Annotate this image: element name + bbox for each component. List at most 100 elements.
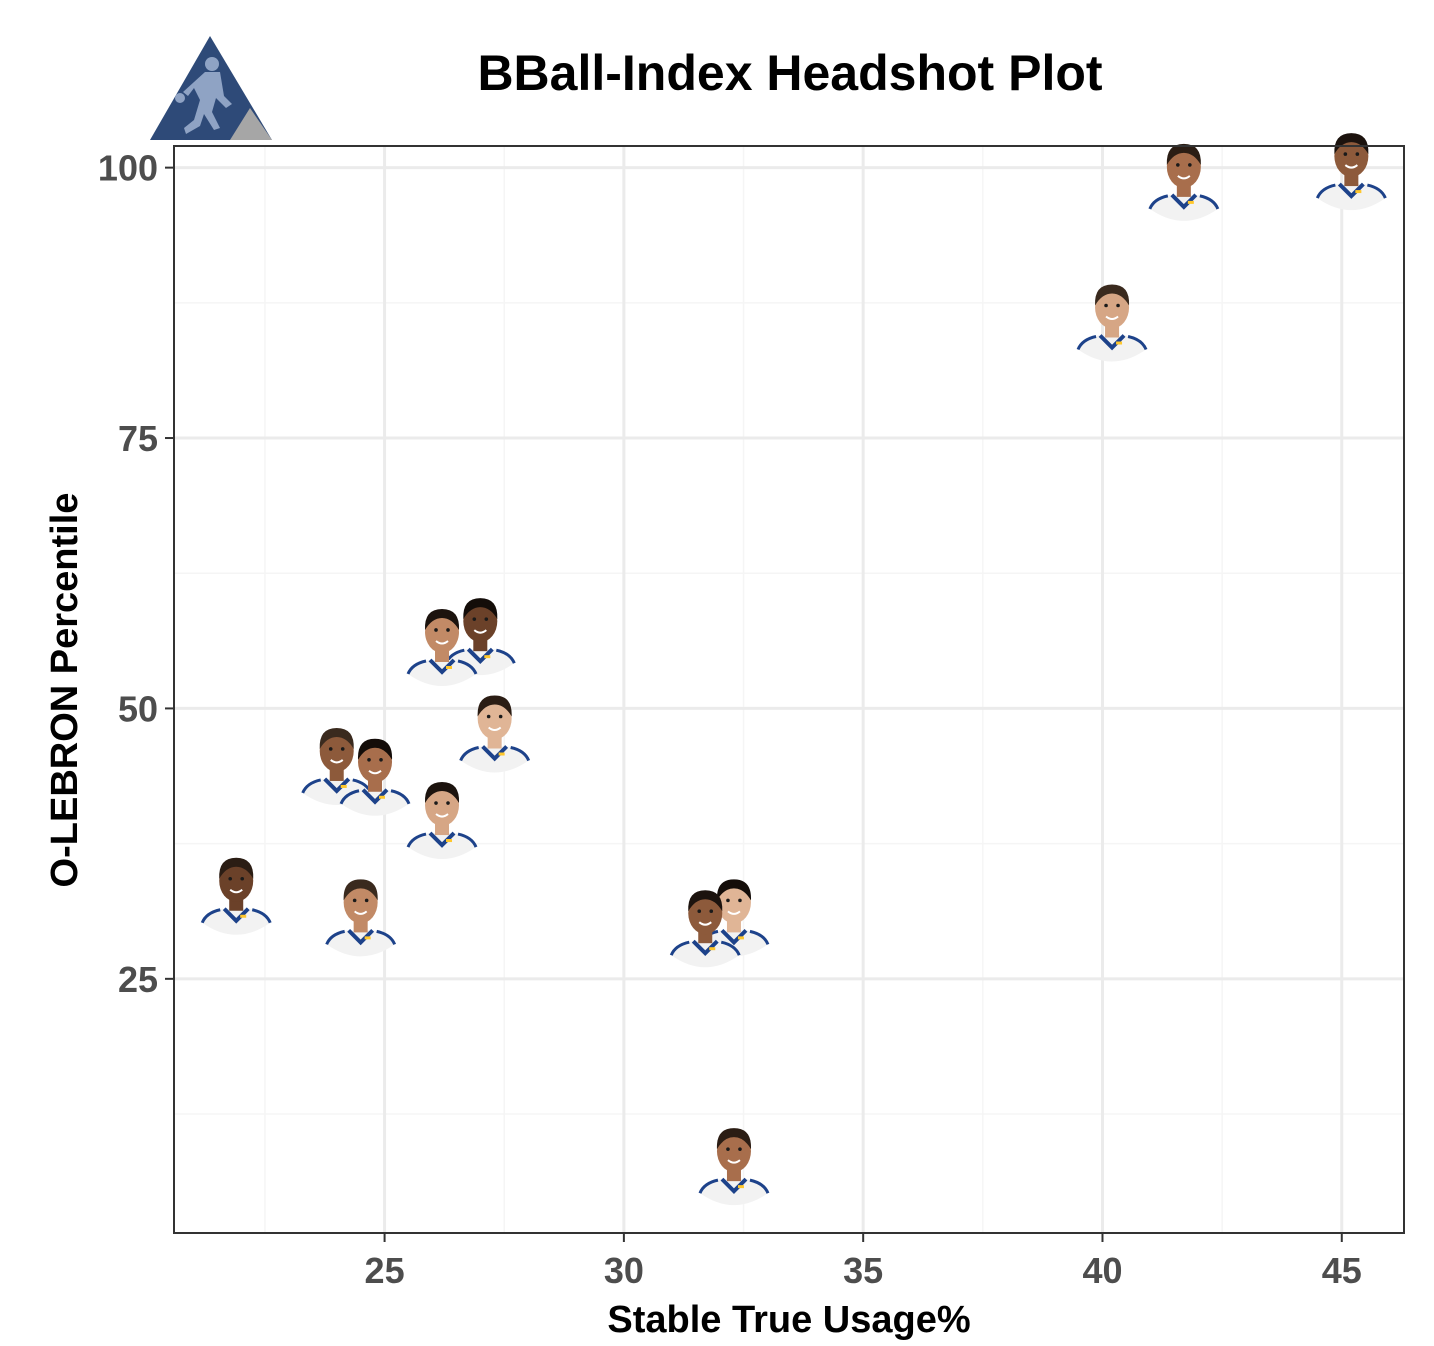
jersey-trim-right xyxy=(1199,194,1220,210)
player-smile xyxy=(1344,164,1358,169)
player-neck xyxy=(473,639,488,652)
bball-index-logo xyxy=(150,36,272,140)
player-neck xyxy=(368,779,383,792)
player-face xyxy=(463,600,498,643)
player-smile xyxy=(727,910,741,915)
jersey-patch xyxy=(240,914,247,918)
player-eye xyxy=(352,898,357,903)
jersey-collar xyxy=(1098,334,1126,351)
jersey-patch xyxy=(498,752,505,756)
player-hair xyxy=(1095,284,1130,306)
data-point-headshot xyxy=(200,857,272,935)
panel-border xyxy=(173,145,1405,1234)
jersey-trim-left xyxy=(459,746,480,762)
jersey-patch xyxy=(340,784,347,788)
jersey-patch xyxy=(1355,190,1362,194)
player-face xyxy=(716,1130,751,1173)
player-smile xyxy=(698,921,712,926)
data-point-headshot xyxy=(669,890,741,968)
player-eye xyxy=(1188,163,1192,167)
jersey-patch xyxy=(484,655,491,659)
player-hair xyxy=(688,890,723,912)
x-tick-label: 35 xyxy=(843,1250,883,1291)
player-smile xyxy=(330,759,344,764)
x-tick-label: 25 xyxy=(365,1250,405,1291)
jersey-collar xyxy=(1337,182,1365,199)
player-face xyxy=(343,881,378,924)
player-hair xyxy=(716,879,752,901)
chart-title: BBall-Index Headshot Plot xyxy=(477,45,1102,101)
jersey-trim-left xyxy=(200,908,221,924)
jersey-trim-right xyxy=(495,648,516,664)
y-tick-label: 25 xyxy=(118,959,158,1000)
jersey-trim-left xyxy=(1148,194,1169,210)
player-eye xyxy=(240,876,245,881)
jersey-patch xyxy=(1187,200,1194,204)
y-tick-label: 50 xyxy=(118,688,158,729)
player-neck xyxy=(1105,325,1120,338)
jersey-patch xyxy=(1116,341,1123,345)
player-smile xyxy=(488,726,502,732)
player-eye xyxy=(446,628,450,632)
player-neck xyxy=(1176,184,1191,197)
player-eye xyxy=(1104,303,1108,308)
player-eye xyxy=(1176,163,1180,167)
jersey-trim-right xyxy=(457,832,478,848)
player-hair xyxy=(343,879,378,901)
player-eye xyxy=(367,757,371,762)
data-point-headshot xyxy=(339,738,411,816)
player-eye xyxy=(484,617,489,621)
player-eye xyxy=(709,909,714,913)
player-hair xyxy=(463,598,498,620)
player-eye xyxy=(738,1147,742,1151)
player-eye xyxy=(726,1147,730,1151)
x-tick-label: 40 xyxy=(1082,1250,1122,1291)
player-face xyxy=(477,697,512,740)
player-smile xyxy=(1177,175,1191,180)
data-point-headshot xyxy=(325,879,397,957)
jersey-collar xyxy=(428,831,456,848)
jersey-trim-left xyxy=(669,940,690,956)
player-hair xyxy=(424,782,460,804)
jersey-collar xyxy=(466,647,494,664)
player-eye xyxy=(1355,152,1360,156)
player-neck xyxy=(229,898,244,911)
data-point-headshot xyxy=(1148,143,1220,221)
player-eye xyxy=(726,898,730,903)
player-eye xyxy=(738,898,742,903)
player-neck xyxy=(329,768,344,781)
player-smile xyxy=(368,769,382,775)
player-eye xyxy=(486,714,491,719)
player-face xyxy=(425,784,460,827)
jersey-trim-left xyxy=(301,778,322,794)
jersey-trim-right xyxy=(376,929,397,946)
player-eye xyxy=(364,898,369,903)
jersey-collar xyxy=(1170,193,1198,210)
player-neck xyxy=(353,920,368,933)
data-point-headshot xyxy=(406,782,478,860)
player-hair xyxy=(424,608,460,630)
jersey-collar xyxy=(481,745,509,762)
plot-area xyxy=(174,133,1404,1233)
jersey-trim-right xyxy=(720,940,741,956)
player-neck xyxy=(435,649,450,662)
jersey-trim-right xyxy=(1367,183,1387,199)
player-eye xyxy=(434,801,438,805)
player-face xyxy=(219,859,254,902)
player-eye xyxy=(328,747,333,751)
jersey-trim-left xyxy=(1076,335,1097,351)
player-face xyxy=(716,881,751,924)
x-tick-label: 30 xyxy=(604,1250,644,1291)
jersey-trim-left xyxy=(339,789,360,805)
y-axis-title: O-LEBRON Percentile xyxy=(44,493,86,888)
player-neck xyxy=(726,920,741,933)
player-smile xyxy=(354,910,368,915)
player-hair xyxy=(219,857,254,879)
jersey-patch xyxy=(737,936,744,940)
player-neck xyxy=(435,823,450,836)
player-smile xyxy=(435,813,449,818)
jersey-collar xyxy=(720,1177,748,1194)
jersey-trim-left xyxy=(325,929,345,946)
jersey-collar xyxy=(347,928,375,946)
